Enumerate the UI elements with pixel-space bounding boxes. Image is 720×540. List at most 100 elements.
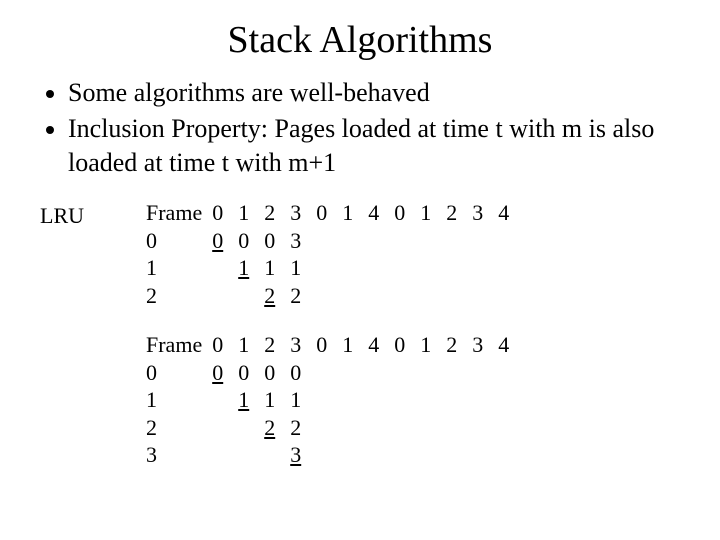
frame-row-label: 1 [140, 254, 206, 282]
frame-row: 2 22 [140, 282, 518, 310]
frame-table: Frame01230140123400000 1 111 2 22 3 3 [140, 331, 518, 469]
bullet-list: Some algorithms are well-behaved Inclusi… [40, 76, 680, 179]
frame-cell [336, 282, 362, 310]
frame-cell: 1 [284, 254, 310, 282]
frame-row: 2 22 [140, 414, 518, 442]
underlined-value: 3 [290, 442, 301, 467]
frame-cell [440, 414, 466, 442]
reference-cell: 3 [466, 199, 492, 227]
frame-cell [232, 414, 258, 442]
frame-row-label: 3 [140, 441, 206, 469]
slide: Stack Algorithms Some algorithms are wel… [0, 0, 720, 511]
reference-cell: 0 [206, 331, 232, 359]
frame-cell [414, 414, 440, 442]
frame-cell [336, 386, 362, 414]
reference-cell: 1 [336, 331, 362, 359]
frame-cell [310, 414, 336, 442]
reference-cell: 4 [492, 199, 518, 227]
frame-cell: 1 [232, 386, 258, 414]
frame-cell [206, 414, 232, 442]
underlined-value: 2 [264, 283, 275, 308]
frame-cell [492, 254, 518, 282]
frame-cell [492, 441, 518, 469]
frame-row-label: 2 [140, 282, 206, 310]
frame-row: 00000 [140, 359, 518, 387]
reference-cell: 3 [466, 331, 492, 359]
frame-cell [336, 414, 362, 442]
frame-table: Frame01230140123400003 1 111 2 22 [140, 199, 518, 309]
frame-row: 3 3 [140, 441, 518, 469]
frame-cell [206, 386, 232, 414]
underlined-value: 2 [264, 415, 275, 440]
bullet-item: Inclusion Property: Pages loaded at time… [68, 112, 680, 180]
frame-cell [492, 359, 518, 387]
frame-row-label: 2 [140, 414, 206, 442]
frame-cell [336, 227, 362, 255]
frame-cell [466, 386, 492, 414]
frame-cell: 0 [258, 227, 284, 255]
reference-cell: 2 [258, 199, 284, 227]
frame-cell [310, 227, 336, 255]
reference-cell: 0 [206, 199, 232, 227]
reference-cell: 3 [284, 199, 310, 227]
frame-cell: 2 [284, 414, 310, 442]
frame-row: 1 111 [140, 386, 518, 414]
frame-cell: 2 [258, 282, 284, 310]
frame-header-row: Frame012301401234 [140, 331, 518, 359]
reference-cell: 1 [414, 199, 440, 227]
frame-row: 00003 [140, 227, 518, 255]
frame-cell: 0 [284, 359, 310, 387]
frame-cell [440, 359, 466, 387]
frame-cell [414, 254, 440, 282]
frame-cell [310, 282, 336, 310]
frame-cell: 1 [258, 254, 284, 282]
frame-cell [206, 441, 232, 469]
frame-cell [310, 386, 336, 414]
tables-column: Frame01230140123400003 1 111 2 22 Frame0… [140, 199, 680, 491]
frame-cell: 1 [284, 386, 310, 414]
frame-cell [206, 254, 232, 282]
algorithm-label: LRU [40, 199, 140, 229]
frame-cell [466, 441, 492, 469]
frame-row-label: 0 [140, 227, 206, 255]
frame-cell [336, 441, 362, 469]
frame-cell [440, 282, 466, 310]
frame-cell [466, 414, 492, 442]
frame-cell [388, 227, 414, 255]
frame-cell [336, 359, 362, 387]
frame-cell: 0 [258, 359, 284, 387]
reference-cell: 2 [258, 331, 284, 359]
frame-cell [414, 386, 440, 414]
frame-cell [362, 254, 388, 282]
frame-cell: 2 [284, 282, 310, 310]
frame-cell [388, 282, 414, 310]
slide-title: Stack Algorithms [40, 18, 680, 62]
frame-cell [388, 359, 414, 387]
frame-cell [466, 359, 492, 387]
frame-cell: 0 [206, 359, 232, 387]
frame-cell: 0 [232, 227, 258, 255]
frame-header-label: Frame [140, 331, 206, 359]
reference-cell: 2 [440, 331, 466, 359]
frame-cell: 1 [232, 254, 258, 282]
frame-cell [414, 227, 440, 255]
frame-cell [362, 441, 388, 469]
frame-cell [362, 227, 388, 255]
frame-cell [362, 386, 388, 414]
frame-cell: 0 [232, 359, 258, 387]
frame-cell [414, 359, 440, 387]
frame-cell [440, 254, 466, 282]
frame-row-label: 1 [140, 386, 206, 414]
frame-row-label: 0 [140, 359, 206, 387]
reference-cell: 0 [310, 331, 336, 359]
underlined-value: 1 [238, 387, 249, 412]
frame-cell [466, 282, 492, 310]
reference-cell: 0 [388, 331, 414, 359]
frame-cell: 1 [258, 386, 284, 414]
reference-cell: 1 [336, 199, 362, 227]
frame-row: 1 111 [140, 254, 518, 282]
frame-cell [232, 441, 258, 469]
frame-cell [440, 227, 466, 255]
frame-cell [362, 282, 388, 310]
frame-cell [206, 282, 232, 310]
